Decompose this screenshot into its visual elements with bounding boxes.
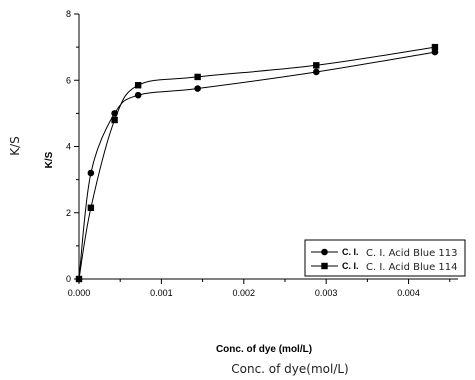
x-tick-label: 0.004 [397, 288, 420, 298]
y-axis-title-light: K/S [8, 136, 22, 156]
x-axis-title-light: Conc. of dye(mol/L) [231, 362, 349, 376]
legend-entry: C. I. C. I. Acid Blue 114 [311, 261, 458, 273]
y-axis-title-bold: K/S [44, 151, 55, 168]
data-point-square [313, 62, 320, 69]
x-tick-label: 0.003 [315, 288, 338, 298]
legend-label: C. I. Acid Blue 114 [366, 262, 458, 273]
x-tick-label: 0.002 [233, 288, 256, 298]
legend-patch [367, 242, 461, 274]
data-point-circle [431, 48, 439, 56]
data-point-square [75, 275, 83, 283]
y-tick-label: 2 [66, 208, 71, 218]
legend-label-short: C. I. [342, 261, 359, 271]
data-point-square [431, 43, 439, 51]
data-point-square [194, 73, 201, 81]
x-axis-title-bold: Conc. of dye (mol/L) [216, 344, 312, 355]
legend-entry: C. I. C. I. Acid Blue 113 [311, 247, 458, 259]
data-point-circle [87, 169, 95, 177]
series-2 [75, 43, 439, 283]
data-point-circle [194, 85, 201, 92]
x-tick-label: 0.001 [150, 288, 173, 298]
y-tick-label: 4 [66, 142, 71, 152]
legend-label: C. I. Acid Blue 113 [366, 248, 458, 259]
data-point-square [87, 204, 95, 211]
legend-marker-square [321, 262, 328, 270]
data-point-square [111, 116, 118, 124]
data-point-circle [312, 68, 320, 76]
y-tick-label: 8 [66, 9, 71, 19]
x-tick-label: 0.000 [68, 288, 91, 298]
series-layer [75, 43, 439, 283]
axes: 0 2 4 6 8 0.000 0.001 0.002 0.003 0.004 [66, 9, 458, 298]
y-tick-label: 6 [66, 75, 71, 85]
data-point-square [134, 82, 142, 89]
data-point-circle [134, 91, 142, 99]
legend-marker-circle [321, 248, 328, 256]
y-tick-label: 0 [66, 274, 71, 284]
legend-label-short: C. I. [342, 247, 359, 257]
